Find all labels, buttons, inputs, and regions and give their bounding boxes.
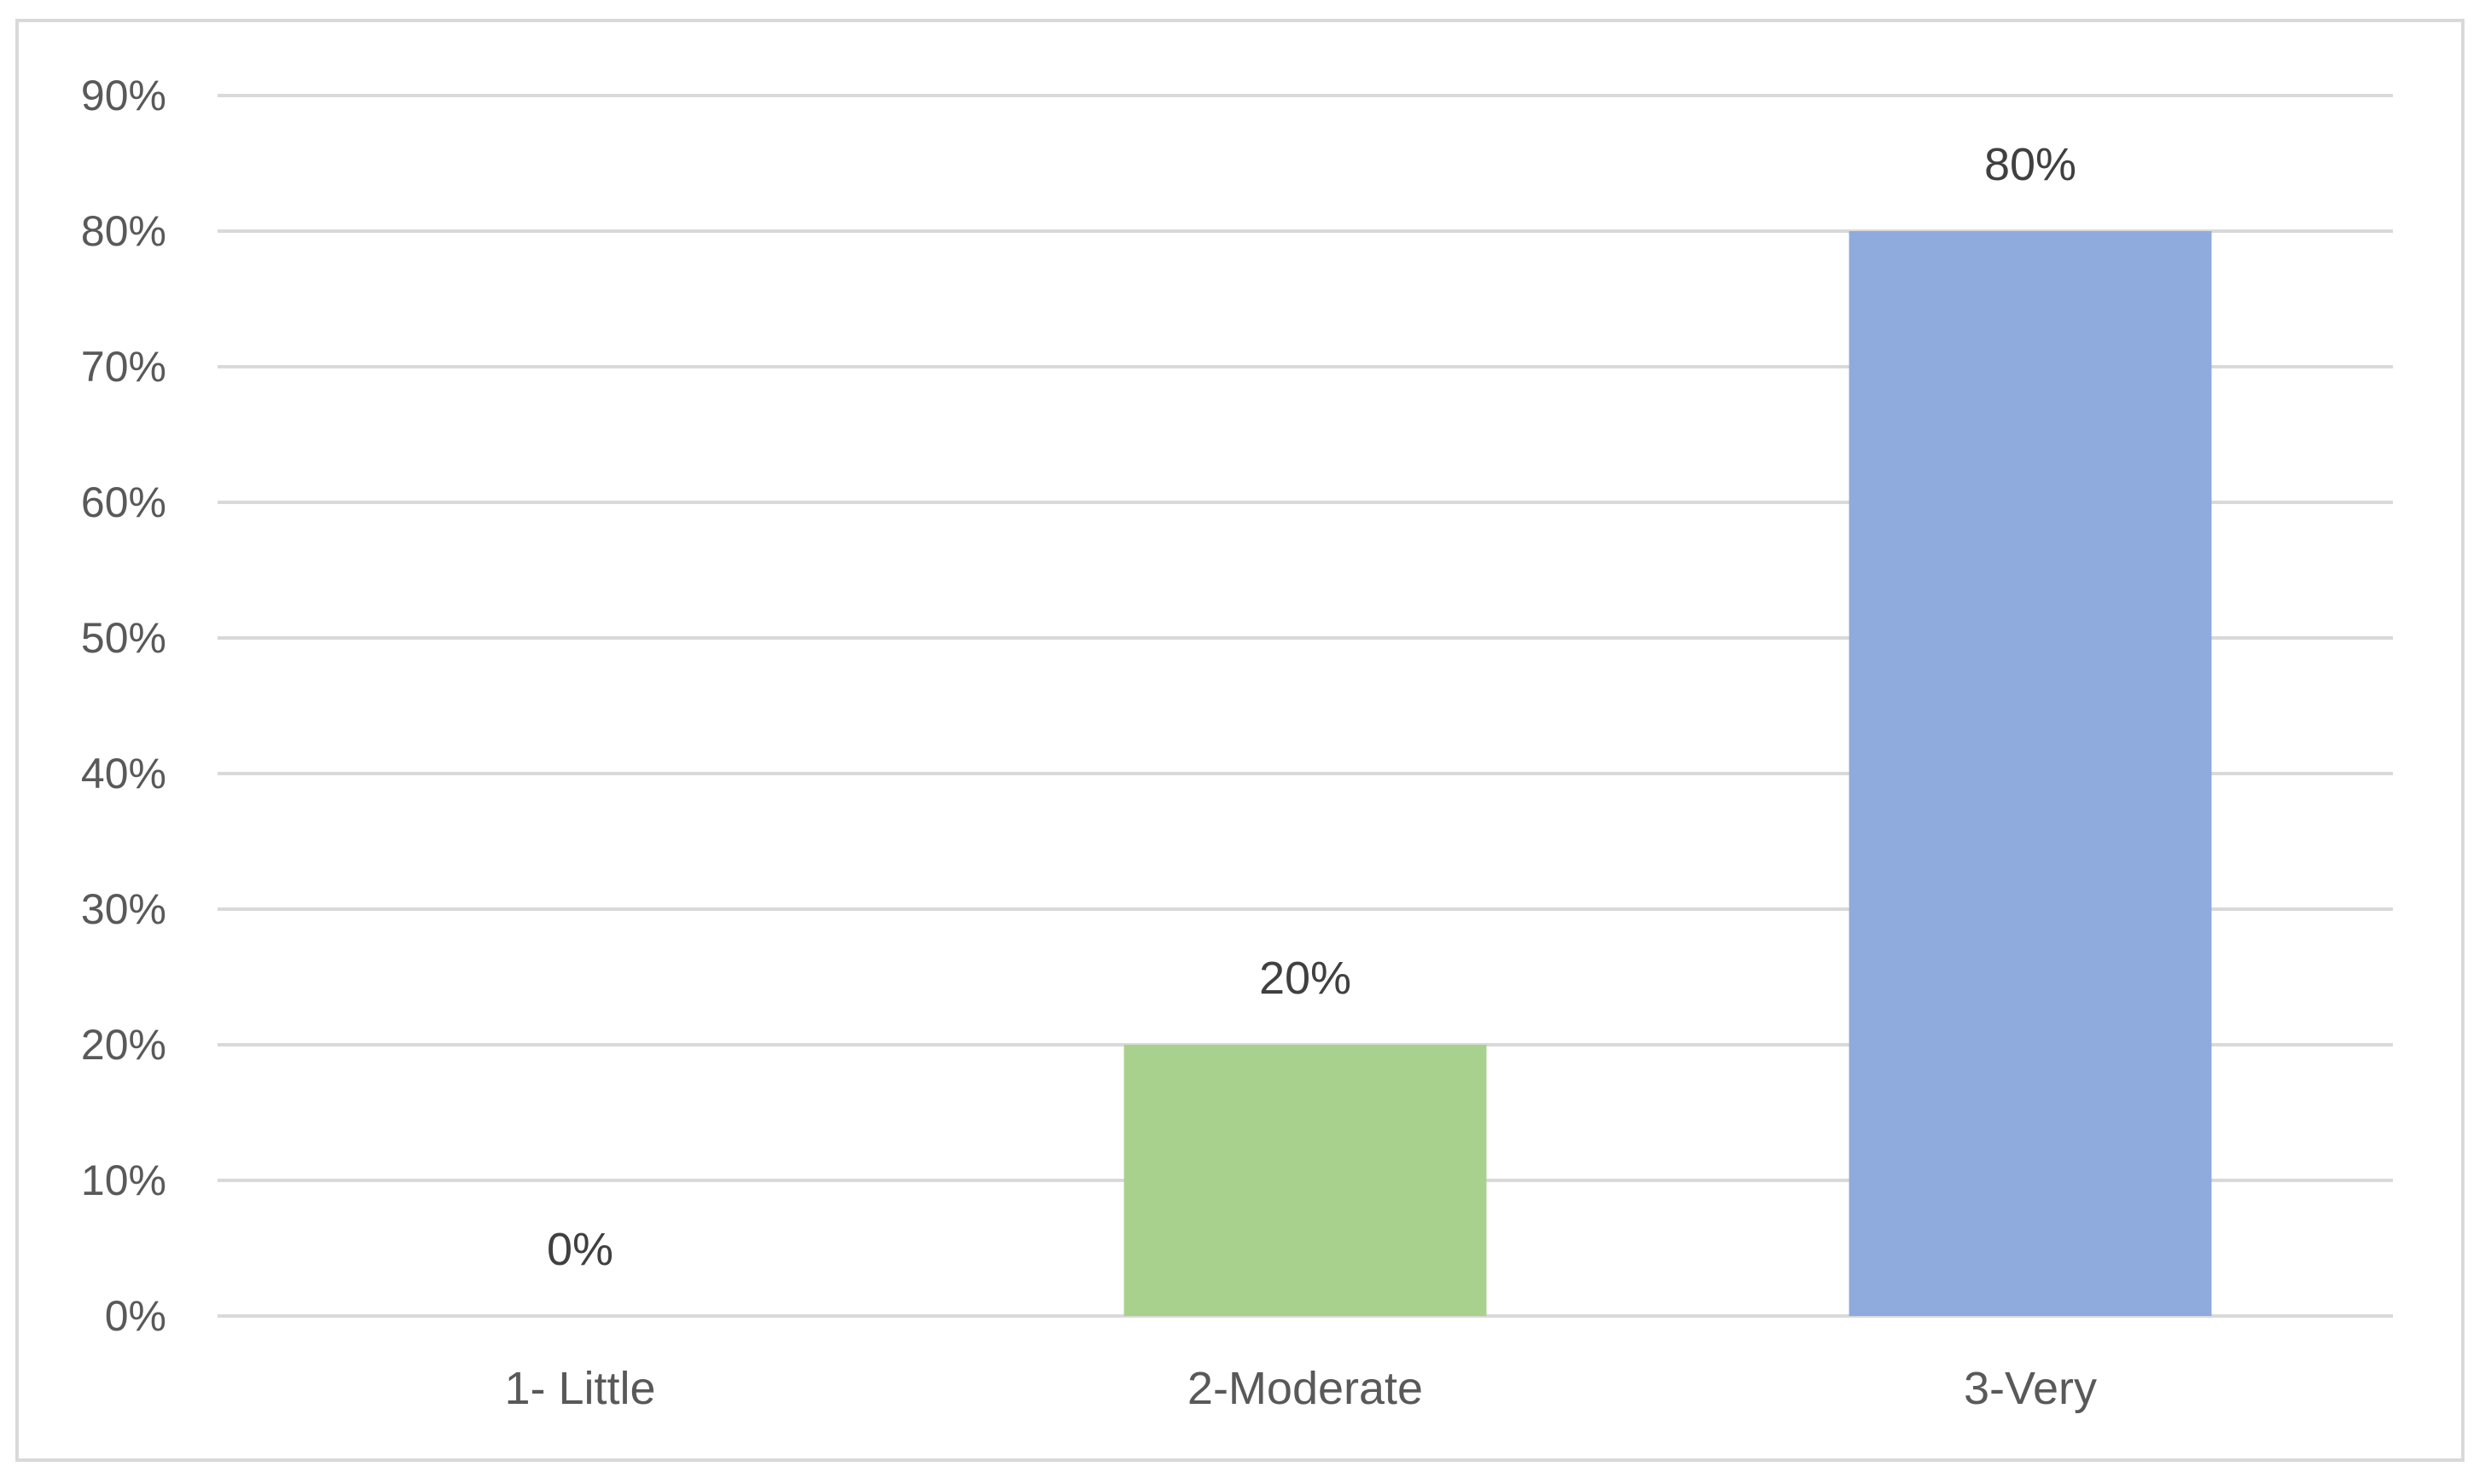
x-axis-category-labels: 1- Little 2-Moderate 3-Very xyxy=(504,1363,2097,1414)
y-tick-label: 50% xyxy=(81,614,166,662)
y-tick-label: 70% xyxy=(81,343,166,391)
bars xyxy=(1123,231,2212,1316)
x-category-label: 3-Very xyxy=(1964,1363,2097,1414)
x-category-label: 2-Moderate xyxy=(1187,1363,1423,1414)
data-label: 80% xyxy=(1984,139,2076,190)
y-tick-label: 10% xyxy=(81,1156,166,1204)
y-tick-label: 0% xyxy=(105,1292,166,1340)
bar-3 xyxy=(1849,231,2212,1316)
data-labels: 0% 20% 80% xyxy=(547,139,2076,1275)
bar-2 xyxy=(1123,1045,1487,1316)
y-tick-label: 80% xyxy=(81,207,166,255)
y-tick-label: 20% xyxy=(81,1021,166,1069)
y-tick-label: 40% xyxy=(81,750,166,797)
y-tick-label: 90% xyxy=(81,72,166,119)
y-tick-label: 30% xyxy=(81,885,166,933)
data-label: 20% xyxy=(1259,953,1351,1004)
y-axis-tick-labels: 0% 10% 20% 30% 40% 50% 60% 70% 80% 90% xyxy=(81,72,166,1340)
x-category-label: 1- Little xyxy=(504,1363,655,1414)
y-tick-label: 60% xyxy=(81,478,166,526)
data-label: 0% xyxy=(547,1224,613,1275)
